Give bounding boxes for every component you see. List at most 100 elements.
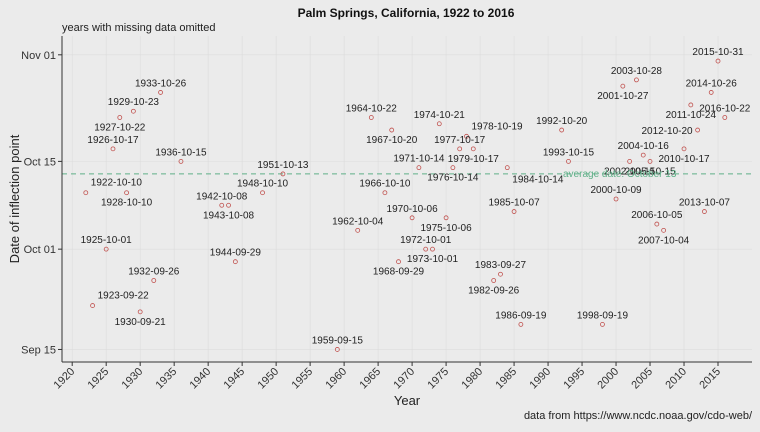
data-label: 1930-09-21 (115, 317, 167, 328)
data-point (409, 215, 415, 221)
data-point (498, 271, 503, 277)
data-point (661, 227, 667, 233)
data-point (654, 221, 660, 227)
data-label: 1926-10-17 (87, 135, 139, 146)
y-tick-label: Nov 01 (21, 50, 56, 62)
data-label: 1979-10-17 (448, 154, 500, 165)
chart-caption: data from https://www.ncdc.noaa.gov/cdo-… (524, 410, 753, 422)
data-label: 1982-09-26 (468, 286, 520, 297)
data-point (600, 321, 605, 327)
data-point (423, 246, 429, 252)
data-label: 1932-09-26 (128, 267, 180, 278)
data-point (708, 90, 714, 95)
data-point (464, 133, 469, 139)
data-label: 1942-10-08 (196, 191, 248, 202)
data-point (124, 190, 129, 196)
data-point (137, 309, 143, 315)
data-label: 2013-10-07 (679, 198, 731, 209)
data-label: 1928-10-10 (101, 198, 153, 209)
data-point (103, 246, 109, 252)
data-point (110, 146, 116, 152)
data-point (130, 108, 136, 114)
data-label: 1975-10-06 (421, 223, 473, 234)
data-point (436, 121, 442, 127)
data-label: 1986-09-19 (495, 310, 547, 321)
data-label: 2007-10-04 (638, 235, 690, 246)
data-point (470, 146, 476, 152)
data-label: 1962-10-04 (332, 216, 384, 227)
data-point (566, 158, 571, 164)
data-label: 1973-10-01 (407, 254, 459, 265)
data-point (90, 303, 95, 308)
data-label: 2011-10-24 (666, 110, 717, 121)
data-point (715, 58, 721, 64)
data-labels: 1922-10-10 1923-09-22 1925-10-01 1926-10-17… (81, 47, 751, 346)
data-label: 2000-10-09 (590, 185, 642, 196)
data-label: 2005-10-15 (624, 166, 676, 177)
data-label: 1933-10-26 (135, 78, 187, 89)
axes (61, 36, 752, 363)
data-label: 2012-10-20 (641, 126, 693, 137)
data-point (396, 259, 401, 265)
data-point (219, 202, 225, 208)
data-point (559, 127, 565, 133)
average-label: average date: October 13 (563, 169, 677, 180)
data-label: 1974-10-21 (414, 110, 466, 121)
data-label: 1992-10-20 (536, 116, 588, 127)
grid-lines (62, 36, 752, 362)
data-label: 1985-10-07 (488, 198, 540, 209)
data-point (389, 127, 395, 133)
data-label: 1948-10-10 (237, 179, 289, 190)
data-point (280, 171, 286, 177)
data-label: 2002-10-15 (604, 166, 656, 177)
data-label: 2004-10-16 (618, 141, 670, 152)
data-label: 1966-10-10 (359, 179, 411, 190)
data-point (443, 215, 449, 221)
data-label: 1944-09-29 (210, 248, 262, 259)
y-tick-label: Sep 15 (21, 344, 56, 356)
data-label: 1925-10-01 (81, 235, 133, 246)
y-tick-label: Oct 15 (24, 156, 56, 168)
data-label: 1977-10-17 (434, 135, 486, 146)
data-point (117, 115, 123, 120)
data-label: 1978-10-19 (471, 121, 523, 132)
data-point (382, 190, 388, 196)
data-label: 1959-09-15 (312, 335, 364, 346)
data-point (504, 165, 510, 171)
data-point (430, 246, 435, 252)
data-label: 1968-09-29 (373, 267, 425, 278)
data-point (178, 158, 184, 164)
data-point (457, 146, 463, 152)
y-tick-label: Oct 01 (24, 244, 56, 256)
data-point (695, 127, 701, 133)
data-label: 2016-10-22 (699, 104, 751, 115)
data-point (702, 209, 707, 214)
data-label: 2010-10-17 (658, 154, 710, 165)
data-point (518, 321, 524, 327)
data-point (640, 152, 646, 158)
data-point (158, 90, 163, 95)
data-point (450, 165, 456, 171)
y-axis-ticks: Sep 15 Oct 01 Oct 15 Nov 01 (21, 50, 62, 356)
data-point (647, 158, 653, 164)
data-point (620, 83, 626, 89)
data-label: 1998-09-19 (577, 310, 629, 321)
data-label: 1984-10-14 (512, 175, 564, 186)
data-point (232, 259, 238, 265)
data-label: 2003-10-28 (611, 66, 663, 77)
y-axis-title: Date of inflection point (7, 134, 22, 263)
data-label: 2001-10-27 (597, 91, 649, 102)
data-point (416, 165, 422, 171)
data-point (368, 115, 374, 120)
data-label: 2015-10-31 (692, 47, 744, 58)
data-label: 1983-09-27 (475, 260, 527, 271)
x-axis-title: Year (394, 393, 421, 408)
data-label: 1951-10-13 (257, 160, 309, 171)
data-point (511, 209, 517, 214)
data-label: 1943-10-08 (203, 210, 255, 221)
data-point (491, 278, 497, 283)
data-point (627, 158, 633, 164)
data-point (688, 102, 694, 108)
